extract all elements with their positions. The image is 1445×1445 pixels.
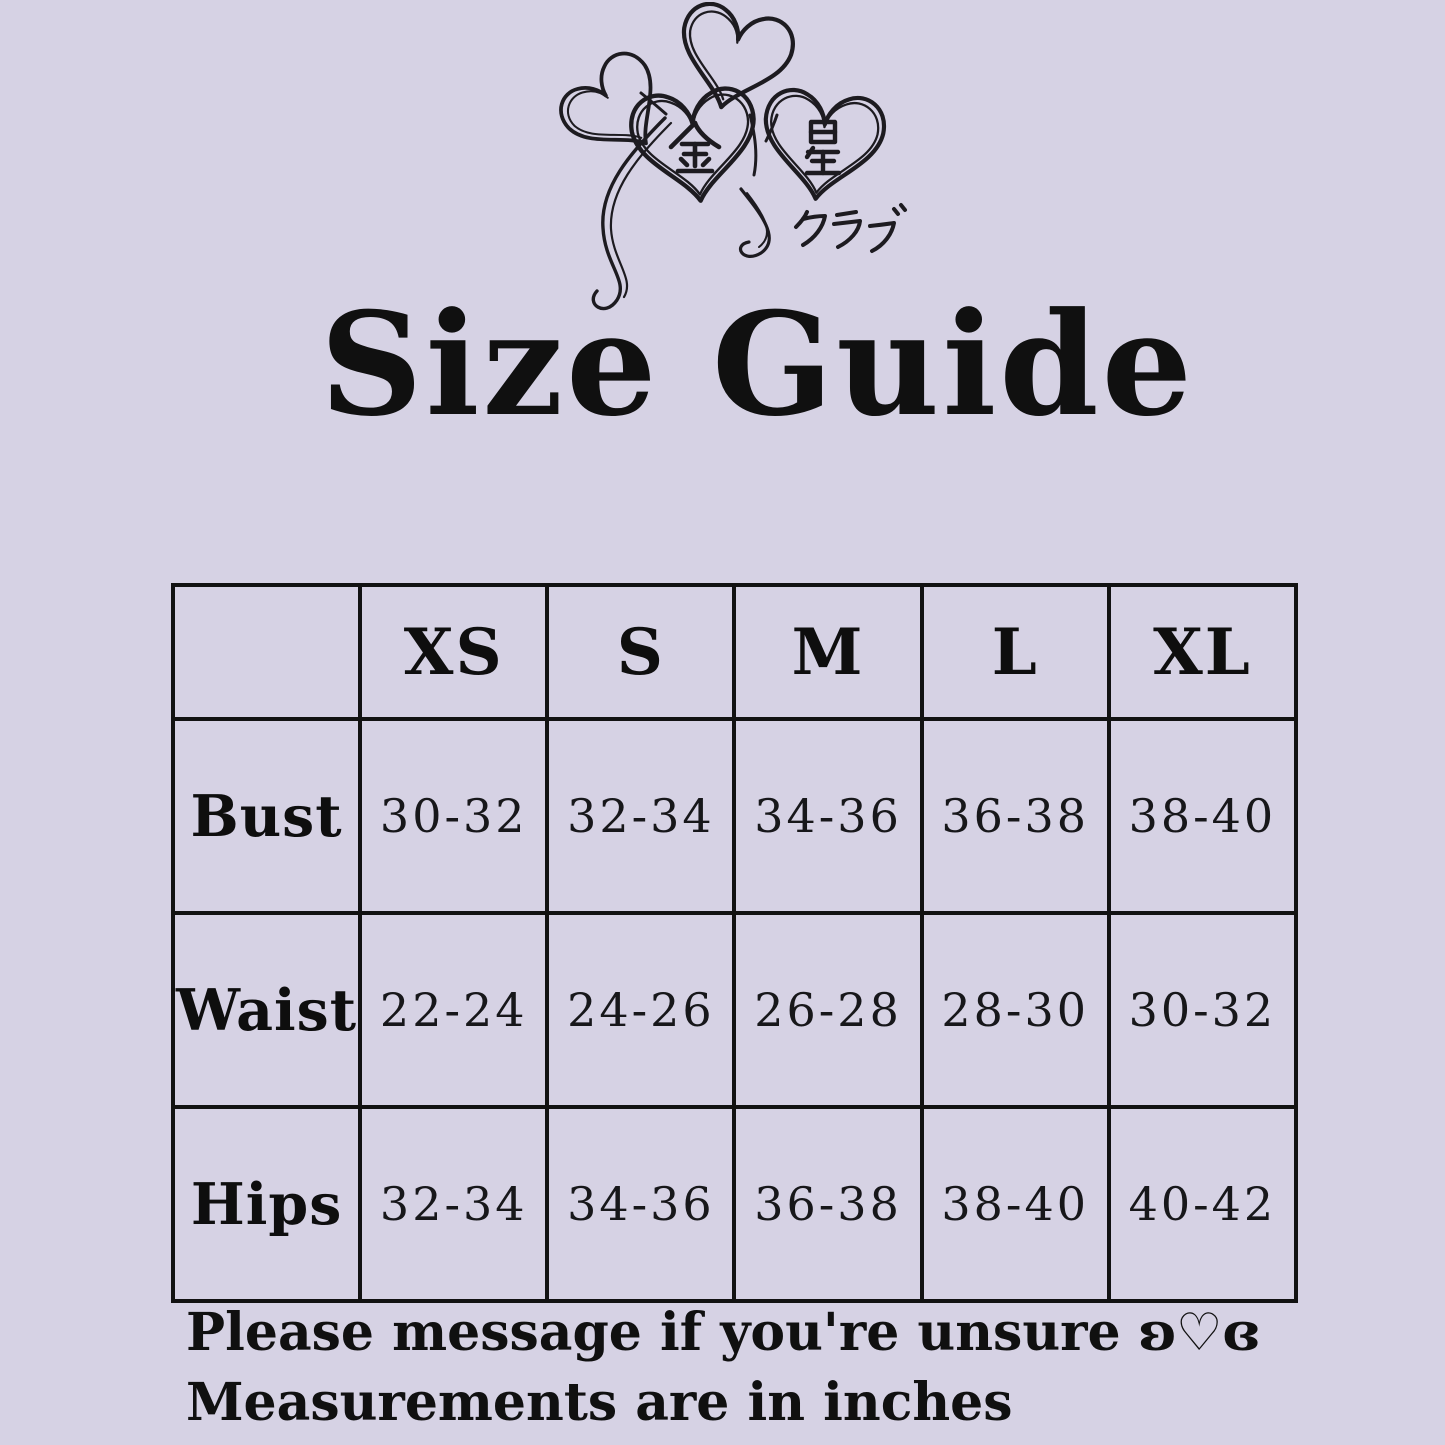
column-header-xs: XS [358, 583, 550, 721]
table-row-waist: Waist 22-24 24-26 26-28 28-30 30-32 [170, 911, 1299, 1109]
cell-hips-xl: 40-42 [1106, 1105, 1299, 1303]
column-header-blank [170, 583, 363, 721]
heart-locket-left [629, 86, 756, 203]
cell-bust-l: 36-38 [919, 717, 1111, 915]
row-label-bust: Bust [170, 717, 363, 915]
cell-waist-xs: 22-24 [358, 911, 550, 1109]
cell-bust-s: 32-34 [545, 717, 737, 915]
cell-bust-xl: 38-40 [1106, 717, 1299, 915]
column-header-l: L [919, 583, 1111, 721]
kanji-kin-glyph [668, 120, 722, 174]
cell-hips-m: 36-38 [732, 1105, 924, 1303]
heart-locket-right [763, 88, 887, 201]
ribbon-strands [591, 91, 779, 311]
table-header-row: XS S M L XL [170, 583, 1299, 721]
column-header-m: M [732, 583, 924, 721]
footer-line-message: Please message if you're unsure ʚ♡ɞ [186, 1302, 1260, 1363]
cell-bust-m: 34-36 [732, 717, 924, 915]
footer-line-units: Measurements are in inches [186, 1372, 1013, 1433]
heart-outline-left [559, 51, 653, 146]
column-header-xl: XL [1106, 583, 1299, 721]
page-title: Size Guide [320, 282, 1195, 448]
table-row-bust: Bust 30-32 32-34 34-36 36-38 38-40 [170, 717, 1299, 915]
brand-logo-illustration: 金 星 クラブ [559, 1, 907, 311]
cell-bust-xs: 30-32 [358, 717, 550, 915]
cell-hips-xs: 32-34 [358, 1105, 550, 1303]
table-row-hips: Hips 32-34 34-36 36-38 38-40 40-42 [170, 1105, 1299, 1303]
cell-waist-m: 26-28 [732, 911, 924, 1109]
cell-waist-l: 28-30 [919, 911, 1111, 1109]
column-header-s: S [545, 583, 737, 721]
row-label-waist: Waist [170, 911, 363, 1109]
katakana-kurabu-glyph [794, 203, 907, 253]
size-guide-table: XS S M L XL Bust 30-32 32-34 34-36 36-38… [170, 583, 1299, 1303]
cell-hips-s: 34-36 [545, 1105, 737, 1303]
footer-note: Please message if you're unsure ʚ♡ɞ Meas… [186, 1298, 1386, 1438]
cell-hips-l: 38-40 [919, 1105, 1111, 1303]
brand-logo: 金 星 クラブ [545, 1, 955, 334]
cell-waist-s: 24-26 [545, 911, 737, 1109]
row-label-hips: Hips [170, 1105, 363, 1303]
cell-waist-xl: 30-32 [1106, 911, 1299, 1109]
kanji-hoshi-glyph [804, 119, 842, 176]
heart-outline-top [682, 1, 795, 110]
